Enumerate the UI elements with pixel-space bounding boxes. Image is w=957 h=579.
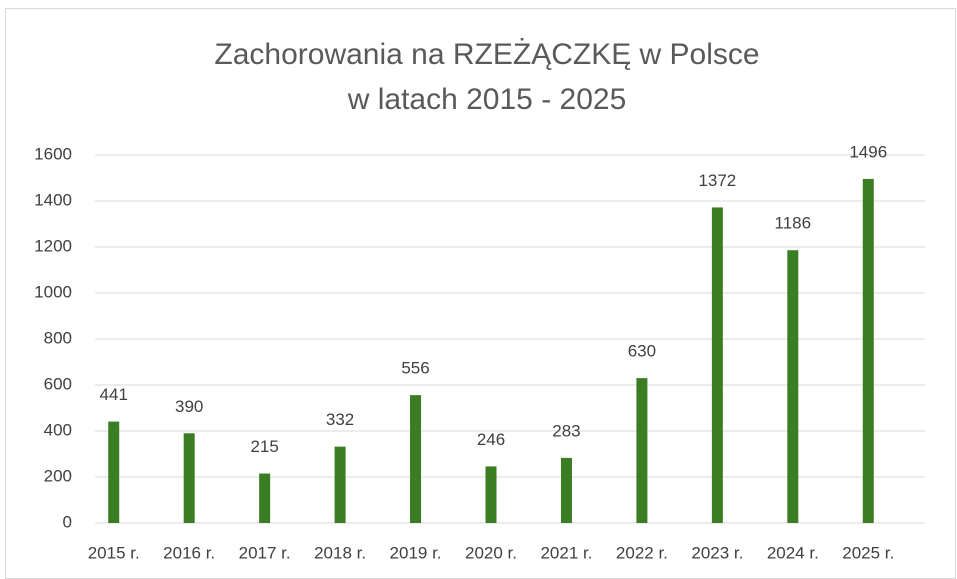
bar (560, 457, 572, 523)
data-label: 1372 (698, 171, 736, 190)
x-tick-label: 2020 r. (465, 543, 517, 562)
bar (108, 421, 120, 523)
data-label: 556 (401, 359, 429, 378)
data-label: 630 (628, 342, 656, 361)
data-label: 1496 (849, 142, 887, 161)
x-tick-label: 2016 r. (163, 543, 215, 562)
y-tick-label: 200 (44, 466, 72, 485)
data-label: 390 (175, 397, 203, 416)
data-label: 1186 (775, 214, 812, 233)
data-label: 332 (326, 410, 354, 429)
bar (711, 207, 723, 523)
bar (410, 395, 422, 523)
bar (334, 446, 346, 523)
data-label: 215 (250, 437, 278, 456)
y-tick-label: 600 (44, 374, 72, 393)
x-tick-label: 2021 r. (540, 543, 592, 562)
bar (259, 473, 271, 523)
bar (485, 466, 497, 523)
bar (636, 378, 648, 523)
y-tick-label: 800 (44, 328, 72, 347)
chart-title: Zachorowania na RZEŻĄCZKĘ w Polsce (214, 38, 759, 71)
x-tick-label: 2024 r. (767, 543, 819, 562)
data-label: 246 (477, 430, 505, 449)
x-tick-label: 2018 r. (314, 543, 366, 562)
bar (183, 433, 195, 523)
y-tick-label: 0 (63, 512, 72, 531)
x-tick-label: 2019 r. (390, 543, 442, 562)
y-tick-label: 1200 (34, 236, 72, 255)
x-tick-label: 2023 r. (691, 543, 743, 562)
y-tick-label: 400 (44, 420, 72, 439)
y-tick-label: 1000 (34, 282, 72, 301)
x-tick-label: 2022 r. (616, 543, 668, 562)
bar (862, 178, 874, 524)
x-tick-label: 2025 r. (842, 543, 894, 562)
y-tick-label: 1600 (34, 144, 72, 163)
y-tick-label: 1400 (34, 190, 72, 209)
data-label: 441 (100, 385, 128, 404)
x-tick-label: 2015 r. (88, 543, 140, 562)
bar (787, 250, 799, 523)
x-tick-label: 2017 r. (239, 543, 291, 562)
data-label: 283 (552, 421, 580, 440)
chart-title: w latach 2015 - 2025 (347, 83, 627, 116)
